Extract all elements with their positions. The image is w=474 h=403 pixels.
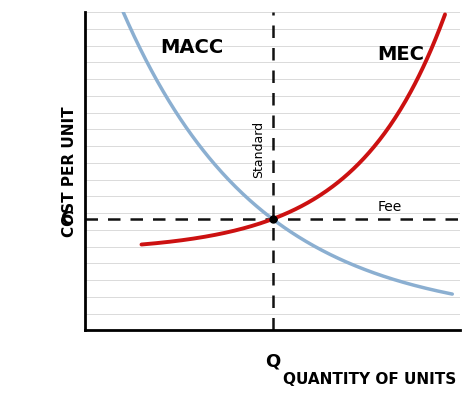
Text: Q: Q — [265, 353, 280, 371]
Text: MACC: MACC — [160, 38, 223, 58]
Text: Standard: Standard — [252, 120, 265, 178]
Text: MEC: MEC — [377, 45, 424, 64]
Text: C: C — [60, 210, 73, 228]
Text: QUANTITY OF UNITS: QUANTITY OF UNITS — [283, 372, 456, 387]
Text: Fee: Fee — [377, 200, 401, 214]
Y-axis label: COST PER UNIT: COST PER UNIT — [62, 106, 77, 237]
